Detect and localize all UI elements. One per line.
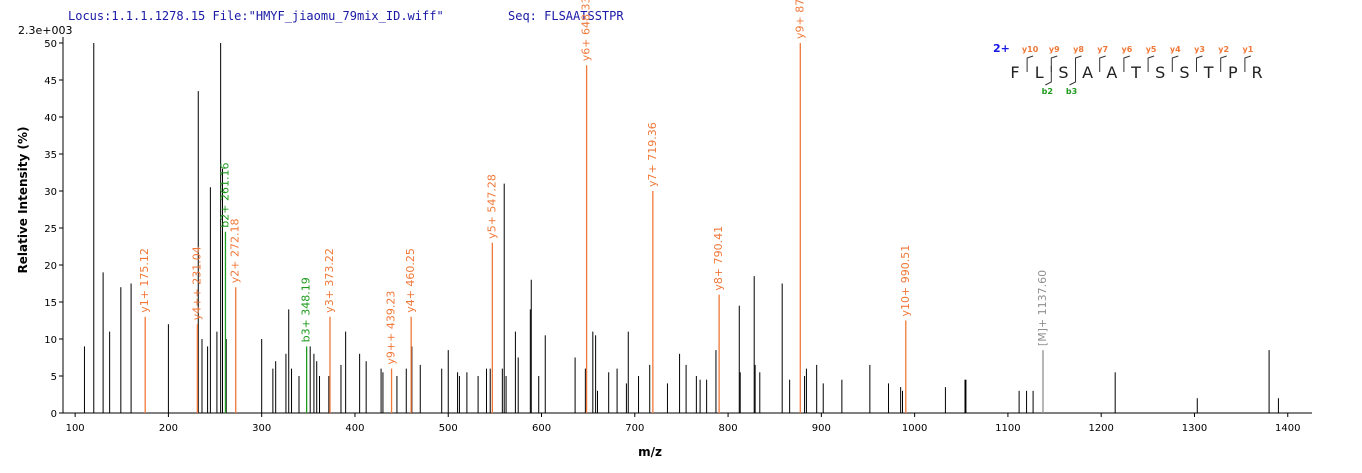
residue: P — [1228, 63, 1238, 82]
x-tick-label: 1200 — [1088, 423, 1113, 434]
chart-title: Locus:1.1.1.1278.15 File:"HMYF_jiaomu_79… — [68, 9, 444, 23]
y-tick-label: 25 — [44, 224, 57, 235]
x-tick-label: 200 — [159, 423, 178, 434]
y-tick-label: 40 — [44, 113, 57, 124]
y-ion: y3 — [1194, 45, 1205, 54]
residue: S — [1058, 63, 1068, 82]
y-ion: y1 — [1243, 45, 1254, 54]
y-tick-label: 30 — [44, 187, 57, 198]
residue: F — [1010, 63, 1019, 82]
x-tick-label: 1400 — [1275, 423, 1300, 434]
y-ion: y7 — [1097, 45, 1108, 54]
residue: L — [1035, 63, 1044, 82]
y-ion-mark — [1171, 55, 1179, 72]
y-ion-mark — [1075, 55, 1082, 72]
residue: R — [1251, 63, 1262, 82]
y-ion: y10 — [1022, 45, 1039, 54]
peak-label: y6+ 648.33 — [580, 0, 593, 61]
b-ion-mark — [1069, 66, 1076, 86]
peak-label: y4++ 231.04 — [190, 246, 203, 320]
charge: 2+ — [993, 42, 1010, 55]
y-axis-label: Relative Intensity (%) — [16, 127, 30, 274]
y-ion: y9 — [1049, 45, 1060, 54]
x-tick-label: 1100 — [995, 423, 1020, 434]
x-tick-label: 1300 — [1182, 423, 1207, 434]
peak-label: y4+ 460.25 — [404, 248, 417, 313]
y-tick-label: 5 — [51, 372, 57, 383]
scale-label: 2.3e+003 — [18, 24, 72, 37]
y-tick-label: 15 — [44, 298, 57, 309]
x-tick-label: 500 — [439, 423, 458, 434]
peak-label: y10+ 990.51 — [899, 245, 912, 317]
y-tick-label: 10 — [44, 335, 57, 346]
b-ion: b3 — [1066, 87, 1077, 96]
y-ion: y8 — [1073, 45, 1084, 54]
peak-label: b3+ 348.19 — [300, 277, 313, 342]
y-tick-label: 50 — [44, 39, 57, 50]
x-tick-label: 1000 — [902, 423, 927, 434]
y-ion-mark — [1220, 55, 1227, 72]
peak-label: y8+ 790.41 — [712, 226, 725, 291]
peak-label: y5+ 547.28 — [485, 174, 498, 239]
y-ion-mark — [1196, 55, 1203, 72]
y-ion-mark — [1123, 55, 1131, 72]
y-ion: y2 — [1218, 45, 1229, 54]
x-tick-label: 100 — [66, 423, 85, 434]
x-tick-label: 800 — [719, 423, 738, 434]
b-ion: b2 — [1042, 87, 1053, 96]
y-tick-label: 20 — [44, 261, 57, 272]
y-ion-mark — [1099, 55, 1106, 72]
residue: T — [1203, 63, 1214, 82]
x-tick-label: 600 — [532, 423, 551, 434]
x-tick-label: 700 — [625, 423, 644, 434]
peak-label: [M]+ 1137.60 — [1036, 270, 1049, 346]
peak-label: y7+ 719.36 — [646, 122, 659, 187]
y-tick-label: 35 — [44, 150, 57, 161]
peak-label: b2+ 261.16 — [218, 163, 231, 228]
b-ion-mark — [1045, 66, 1052, 86]
peak-label: y1+ 175.12 — [138, 248, 151, 313]
y-tick-label: 45 — [44, 76, 57, 87]
sequence-label: Seq: FLSAATSSTPR — [508, 9, 624, 23]
x-tick-label: 300 — [252, 423, 271, 434]
y-ion-mark — [1050, 55, 1058, 72]
peak-label: y2+ 272.18 — [229, 218, 242, 283]
y-ion: y4 — [1170, 45, 1181, 54]
peak-label: y9+ 877.42 — [793, 0, 806, 39]
y-ion: y5 — [1146, 45, 1157, 54]
residue: A — [1106, 63, 1117, 82]
y-ion: y6 — [1122, 45, 1133, 54]
residue: S — [1155, 63, 1165, 82]
x-tick-label: 400 — [345, 423, 364, 434]
y-tick-label: 0 — [51, 409, 57, 420]
x-axis-label: m/z — [638, 445, 662, 459]
peak-label: y3+ 373.22 — [323, 248, 336, 313]
y-ion-mark — [1147, 55, 1155, 72]
residue: A — [1082, 63, 1093, 82]
y-ion-mark — [1244, 55, 1252, 72]
peak-label: y9++ 439.23 — [385, 291, 398, 365]
x-tick-label: 900 — [812, 423, 831, 434]
residue: T — [1130, 63, 1141, 82]
residue: S — [1179, 63, 1189, 82]
y-ion-mark — [1026, 55, 1034, 72]
